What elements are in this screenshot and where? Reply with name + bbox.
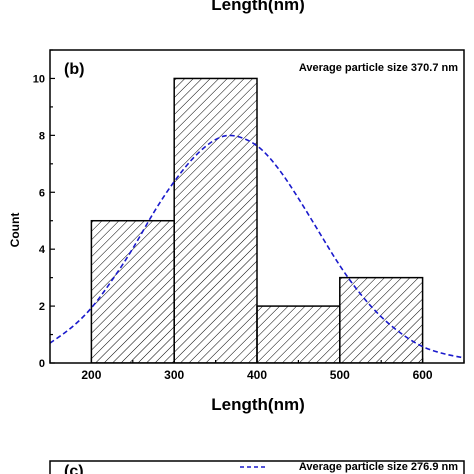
x-tick-label: 200	[81, 368, 101, 382]
y-tick-label: 4	[39, 244, 46, 256]
histogram-bar-1	[90, 219, 175, 363]
histogram-bar-4	[339, 276, 424, 363]
histogram-bar-3	[256, 305, 341, 363]
y-tick-label: 10	[33, 73, 45, 85]
y-axis-ticks: 0 2 4 6 8 10	[33, 49, 55, 370]
gaussian-fit-curve	[50, 134, 464, 359]
bottom-panel-label: (c)	[64, 463, 84, 474]
y-tick-label: 0	[39, 358, 45, 370]
x-tick-label: 600	[413, 368, 433, 382]
y-tick-label: 2	[39, 301, 45, 313]
histogram-bar-2	[173, 77, 258, 363]
bars-group	[90, 77, 424, 363]
y-tick-label: 8	[39, 130, 45, 142]
bottom-partial-panel: (c) Average particle size 276.9 nm	[49, 460, 465, 474]
x-axis-ticks: 200 300 400 500 600	[49, 358, 465, 382]
x-tick-label: 500	[330, 368, 350, 382]
top-partial-title: Length(nm)	[211, 0, 304, 14]
y-tick-label: 6	[39, 187, 45, 199]
panel-label: (b)	[64, 61, 84, 78]
x-tick-label: 300	[164, 368, 184, 382]
x-axis-label: Length(nm)	[211, 395, 304, 414]
x-tick-label: 400	[247, 368, 267, 382]
y-axis-label: Count	[8, 213, 22, 248]
average-size-annotation: Average particle size 370.7 nm	[299, 62, 458, 74]
bottom-average-size-annotation: Average particle size 276.9 nm	[299, 461, 458, 473]
fit-curve-group	[50, 134, 464, 359]
